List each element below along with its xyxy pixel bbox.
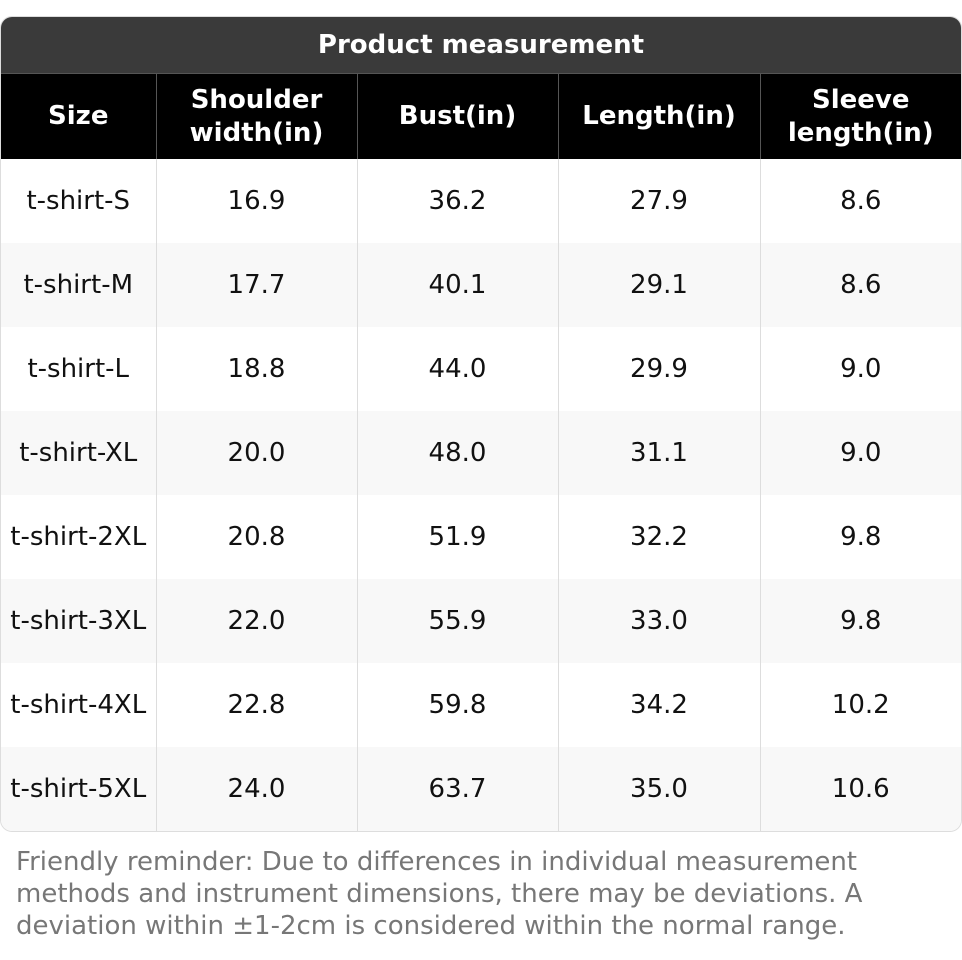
column-header: Length(in): [557, 74, 760, 159]
size-cell: t-shirt-3XL: [1, 579, 156, 663]
table-row: t-shirt-3XL 22.0 55.9 33.0 9.8: [1, 579, 961, 663]
measurement-cell: 16.9: [155, 159, 357, 243]
measurement-cell: 18.8: [155, 327, 357, 411]
size-cell: t-shirt-4XL: [10, 690, 147, 720]
measurement-cell: 32.2: [557, 495, 760, 579]
size-cell: t-shirt-5XL: [1, 747, 156, 831]
measurement-cell: 22.0: [155, 579, 357, 663]
column-header: Bust(in): [356, 74, 558, 159]
measurement-cell: 29.1: [557, 243, 760, 327]
measurement-cell: 9.8: [759, 495, 961, 579]
measurement-cell: 24.0: [155, 747, 357, 831]
measurement-cell: 10.6: [759, 747, 961, 831]
measurement-cell: 59.8: [356, 663, 558, 747]
measurement-cell: 44.0: [356, 327, 558, 411]
size-cell: t-shirt-L: [27, 354, 130, 384]
table-row: t-shirt-L 18.8 44.0 29.9 9.0: [1, 327, 961, 411]
size-cell: t-shirt-2XL: [10, 522, 147, 552]
measurement-cell: 20.0: [155, 411, 357, 495]
measurement-cell: 29.9: [557, 327, 760, 411]
measurement-cell: 63.7: [356, 747, 558, 831]
size-cell: t-shirt-S: [26, 186, 131, 216]
header-row: Size Shoulder width(in) Bust(in) Length(in)…: [1, 74, 961, 159]
table-card: Product measurement Size Shoulder width(i…: [0, 16, 962, 832]
column-header: Sleeve length(in): [759, 74, 961, 159]
measurement-cell: 9.8: [759, 579, 961, 663]
measurement-cell: 48.0: [356, 411, 558, 495]
table-row: t-shirt-4XL 22.8 59.8 34.2 10.2: [1, 663, 961, 747]
table-title: Product measurement: [1, 17, 961, 74]
measurement-cell: 22.8: [155, 663, 357, 747]
table-row: t-shirt-M 17.7 40.1 29.1 8.6: [1, 243, 961, 327]
measurement-cell: 17.7: [155, 243, 357, 327]
measurement-cell: 27.9: [557, 159, 760, 243]
measurement-cell: 55.9: [356, 579, 558, 663]
table-body: t-shirt-S 16.9 36.2 27.9 8.6 t-shirt-M 17.7 40.…: [1, 159, 961, 831]
measurement-cell: 9.0: [759, 327, 961, 411]
measurement-cell: 35.0: [557, 747, 760, 831]
measurement-cell: 51.9: [356, 495, 558, 579]
measurement-cell: 8.6: [759, 243, 961, 327]
measurement-cell: 33.0: [557, 579, 760, 663]
column-header: Size: [1, 74, 156, 159]
measurement-cell: 36.2: [356, 159, 558, 243]
size-cell: t-shirt-M: [1, 243, 156, 327]
measurement-cell: 9.0: [759, 411, 961, 495]
measurement-cell: 10.2: [759, 663, 961, 747]
table-row: t-shirt-2XL 20.8 51.9 32.2 9.8: [1, 495, 961, 579]
measurement-cell: 20.8: [155, 495, 357, 579]
measurement-cell: 40.1: [356, 243, 558, 327]
measurement-cell: 34.2: [557, 663, 760, 747]
table-row: t-shirt-XL 20.0 48.0 31.1 9.0: [1, 411, 961, 495]
table-row: t-shirt-S 16.9 36.2 27.9 8.6: [1, 159, 961, 243]
measurement-cell: 8.6: [759, 159, 961, 243]
size-cell: t-shirt-XL: [1, 411, 156, 495]
table: Size Shoulder width(in) Bust(in) Length(in)…: [1, 74, 961, 831]
footer-note: Friendly reminder: Due to differences in…: [16, 847, 863, 941]
measurement-cell: 31.1: [557, 411, 760, 495]
table-row: t-shirt-5XL 24.0 63.7 35.0 10.6: [1, 747, 961, 831]
column-header: Shoulder width(in): [155, 74, 357, 159]
